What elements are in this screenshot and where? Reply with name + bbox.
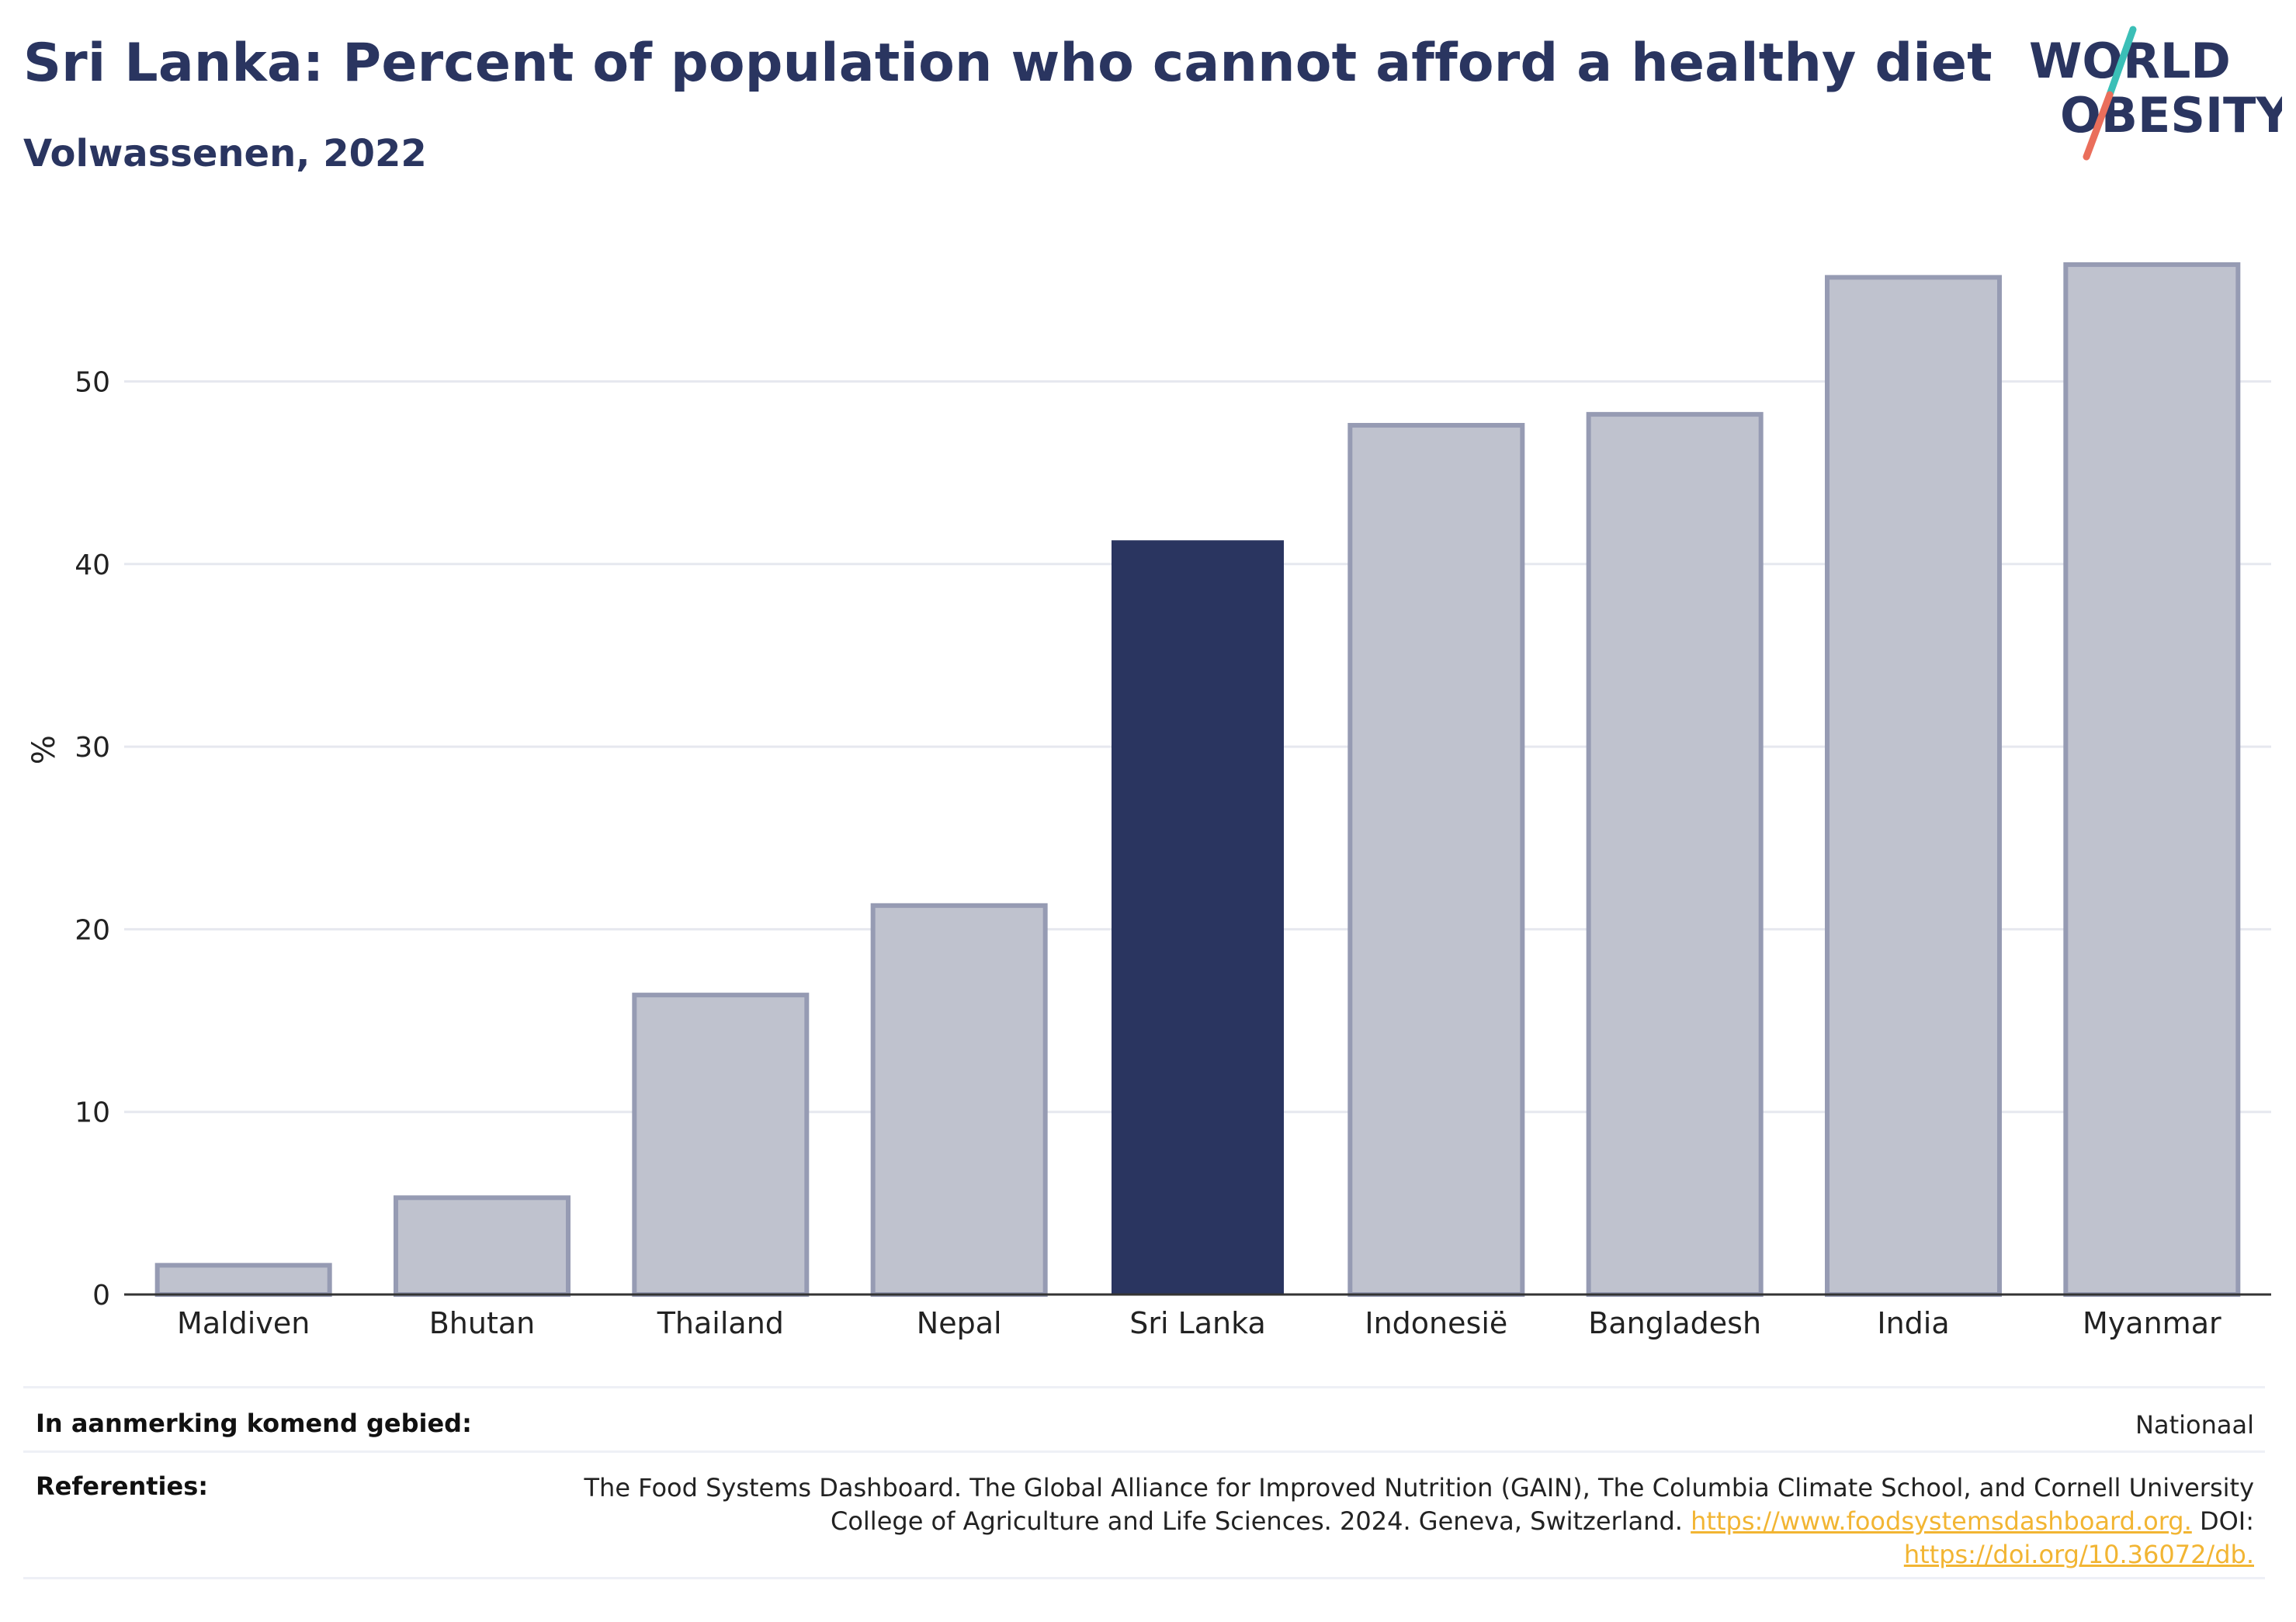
bars (154, 262, 2241, 1298)
bar-sri-lanka (1112, 540, 1284, 1294)
logo-slash-teal (2106, 26, 2137, 99)
area-label: In aanmerking komend gebied: (36, 1409, 472, 1438)
y-axis-label: % (26, 735, 62, 764)
y-axis-ticks: 0 10 20 30 40 50 (75, 367, 110, 1312)
chart-title: Sri Lanka: Percent of population who can… (23, 33, 1993, 94)
bar-thailand (632, 993, 810, 1298)
x-axis-ticks: Maldiven Bhutan Thailand Nepal Sri Lanka Indo… (177, 1306, 2221, 1340)
x-tick-label: Bhutan (429, 1306, 536, 1340)
references-text: The Food Systems Dashboard. The Global A… (484, 1471, 2254, 1572)
x-tick-label: Indonesië (1365, 1306, 1507, 1340)
y-tick-label: 0 (92, 1280, 110, 1312)
info-row-area: In aanmerking komend gebied: Nationaal (23, 1386, 2265, 1450)
bar-bhutan (394, 1195, 571, 1298)
bar-chart: 0 10 20 30 40 50 Maldiven Bhutan Thailand Nepal S… (26, 262, 2271, 1340)
logo-slash-coral (2083, 91, 2114, 161)
area-value: Nationaal (2135, 1410, 2254, 1440)
x-tick-label: Myanmar (2083, 1306, 2221, 1340)
bar-myanmar (2063, 262, 2241, 1298)
bar-maldiven (154, 1263, 332, 1298)
info-table: In aanmerking komend gebied: Nationaal R… (23, 1386, 2265, 1579)
bar-bangladesh (1586, 411, 1764, 1297)
y-tick-label: 20 (75, 914, 110, 946)
y-tick-label: 50 (75, 367, 110, 399)
bar-india (1825, 275, 2002, 1297)
references-text-2: DOI: (2191, 1506, 2254, 1536)
x-tick-label: India (1877, 1306, 1949, 1340)
x-tick-label: Nepal (917, 1306, 1002, 1340)
references-link-dashboard[interactable]: https://www.foodsystemsdashboard.org. (1691, 1506, 2192, 1536)
x-tick-label: Sri Lanka (1129, 1306, 1266, 1340)
references-link-doi[interactable]: https://doi.org/10.36072/db. (1903, 1540, 2254, 1569)
world-obesity-logo: WORLD OBESITY (2029, 26, 2282, 161)
y-tick-label: 30 (75, 732, 110, 764)
x-tick-label: Thailand (657, 1306, 784, 1340)
references-label: Referenties: (36, 1471, 209, 1501)
references-value: The Food Systems Dashboard. The Global A… (484, 1453, 2265, 1572)
bar-nepal (870, 903, 1048, 1298)
y-tick-label: 40 (75, 549, 110, 581)
bar-indonesi- (1347, 422, 1525, 1297)
references-text-1: The Food Systems Dashboard. The Global A… (584, 1473, 2254, 1536)
chart-subtitle: Volwassenen, 2022 (23, 132, 427, 175)
x-tick-label: Bangladesh (1588, 1306, 1761, 1340)
y-tick-label: 10 (75, 1097, 110, 1129)
x-tick-label: Maldiven (177, 1306, 310, 1340)
info-row-references: Referenties: The Food Systems Dashboard.… (23, 1450, 2265, 1579)
